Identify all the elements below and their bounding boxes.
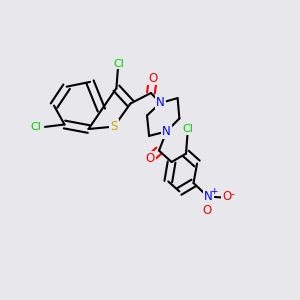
Text: N: N xyxy=(156,96,165,110)
Text: O: O xyxy=(148,71,158,85)
Text: +: + xyxy=(210,188,218,196)
Text: Cl: Cl xyxy=(113,58,124,69)
Text: S: S xyxy=(110,120,118,133)
Text: Cl: Cl xyxy=(31,122,41,133)
Text: N: N xyxy=(204,190,213,203)
Text: O: O xyxy=(203,203,212,217)
Text: Cl: Cl xyxy=(182,124,193,134)
Text: -: - xyxy=(230,189,235,199)
Text: O: O xyxy=(222,190,231,203)
Text: O: O xyxy=(146,152,154,165)
Text: N: N xyxy=(162,125,171,138)
